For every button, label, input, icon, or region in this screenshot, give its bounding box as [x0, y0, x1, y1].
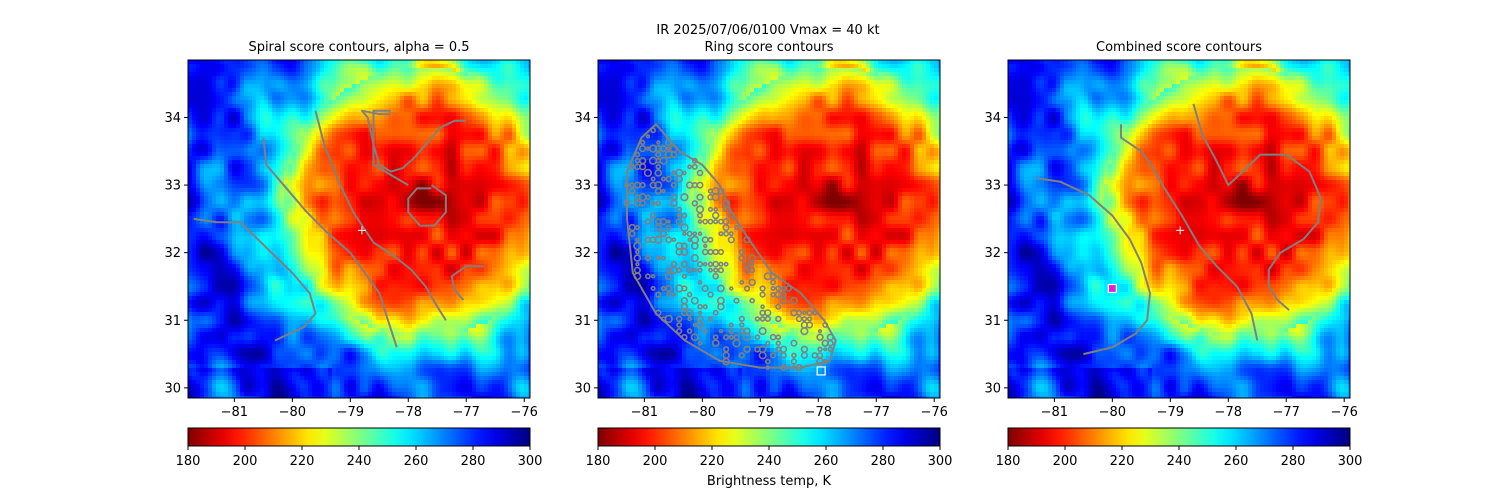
colorbar-tick-label: 180: [586, 454, 611, 469]
panel-3: Combined score contours −81 −80 −79 −78 −77 −7…: [984, 40, 1362, 469]
score-contour-7: [450, 265, 484, 301]
y-tick-label: 30: [984, 381, 1001, 396]
y-tick-label: 32: [574, 246, 591, 261]
y-tick-label: 30: [574, 381, 591, 396]
ir-image: [1008, 60, 1350, 398]
center-plus-marker: [357, 226, 366, 235]
ring-contour-cells: [623, 127, 835, 372]
colorbar: 180 200 220 240 260 280 300: [996, 427, 1363, 469]
score-contour-1: [1192, 103, 1322, 311]
x-tick-label: −79: [1157, 405, 1184, 420]
x-tick-label: −77: [1273, 405, 1300, 420]
x-tick-label: −80: [279, 405, 306, 420]
x-tick-label: −81: [631, 405, 658, 420]
colorbar-tick-label: 180: [996, 454, 1021, 469]
panel-title: Ring score contours: [704, 40, 833, 55]
colorbar-label: Brightness temp, K: [707, 474, 832, 489]
y-tick-label: 31: [574, 314, 591, 329]
score-contour-2: [1120, 124, 1259, 341]
y-tick-label: 31: [984, 314, 1001, 329]
x-tick-label: −81: [1041, 405, 1068, 420]
score-contour-3: [1036, 177, 1151, 356]
colorbar: 180 200 220 240 260 280 300: [586, 427, 953, 469]
x-tick-label: −78: [805, 405, 832, 420]
ir-image: [598, 60, 940, 398]
colorbar-tick-label: 260: [1224, 454, 1249, 469]
y-tick-label: 32: [164, 246, 181, 261]
panel-1: Spiral score contours, alpha = 0.5 −81 −80…: [164, 40, 542, 469]
colorbar-tick-label: 280: [1281, 454, 1306, 469]
x-tick-label: −76: [1330, 405, 1357, 420]
x-tick-label: −77: [863, 405, 890, 420]
score-contour-1: [360, 109, 467, 173]
y-tick-label: 33: [984, 179, 1001, 194]
colorbar-tick-label: 280: [461, 454, 486, 469]
score-contour-3: [407, 184, 447, 227]
colorbar-tick-label: 300: [518, 454, 543, 469]
figure-suptitle: IR 2025/07/06/0100 Vmax = 40 kt: [0, 23, 1500, 39]
score-contour-2: [372, 109, 409, 186]
colorbar-gradient: [1007, 427, 1351, 447]
colorbar-tick-label: 240: [1167, 454, 1192, 469]
x-tick-label: −76: [510, 405, 537, 420]
x-tick-label: −77: [453, 405, 480, 420]
center-plus-marker: [1176, 226, 1185, 235]
colorbar-tick-label: 220: [290, 454, 315, 469]
colorbar-gradient: [597, 427, 941, 447]
x-tick-label: −78: [395, 405, 422, 420]
colorbar-tick-label: 240: [757, 454, 782, 469]
center-square-marker: [1107, 283, 1117, 294]
colorbar-tick-label: 180: [176, 454, 201, 469]
y-tick-label: 34: [984, 111, 1001, 126]
colorbar-tick-label: 200: [233, 454, 258, 469]
ring-contour-outline: [626, 122, 837, 369]
y-tick-label: 30: [164, 381, 181, 396]
center-square-marker: [816, 366, 826, 376]
y-tick-label: 33: [574, 179, 591, 194]
y-tick-label: 34: [164, 111, 181, 126]
x-tick-label: −79: [337, 405, 364, 420]
panel-2: Ring score contours −81 −80 −79 −78 −77 −76 30 3…: [574, 40, 952, 469]
y-tick-label: 32: [984, 246, 1001, 261]
colorbar-tick-label: 300: [1338, 454, 1363, 469]
score-contour-4: [314, 110, 447, 321]
colorbar-gradient: [187, 427, 531, 447]
colorbar-tick-label: 300: [928, 454, 953, 469]
axes-frame: [187, 59, 531, 399]
panel-title: Spiral score contours, alpha = 0.5: [248, 40, 469, 55]
x-tick-label: −80: [1099, 405, 1126, 420]
panel-title: Combined score contours: [1096, 40, 1262, 55]
colorbar-tick-label: 260: [814, 454, 839, 469]
axes-frame: [597, 59, 941, 399]
colorbar-tick-label: 220: [1110, 454, 1135, 469]
colorbar-tick-label: 240: [347, 454, 372, 469]
y-tick-label: 34: [574, 111, 591, 126]
axes-frame: [1007, 59, 1351, 399]
x-tick-label: −78: [1215, 405, 1242, 420]
colorbar-tick-label: 280: [871, 454, 896, 469]
x-tick-label: −76: [920, 405, 947, 420]
x-tick-label: −80: [689, 405, 716, 420]
colorbar-tick-label: 220: [700, 454, 725, 469]
colorbar: 180 200 220 240 260 280 300: [176, 427, 543, 469]
x-tick-label: −81: [221, 405, 248, 420]
colorbar-tick-label: 200: [1053, 454, 1078, 469]
score-contour-5: [262, 137, 398, 348]
colorbar-tick-label: 200: [643, 454, 668, 469]
score-contour-6: [193, 217, 317, 342]
colorbar-tick-label: 260: [404, 454, 429, 469]
y-tick-label: 31: [164, 314, 181, 329]
y-tick-label: 33: [164, 179, 181, 194]
x-tick-label: −79: [747, 405, 774, 420]
